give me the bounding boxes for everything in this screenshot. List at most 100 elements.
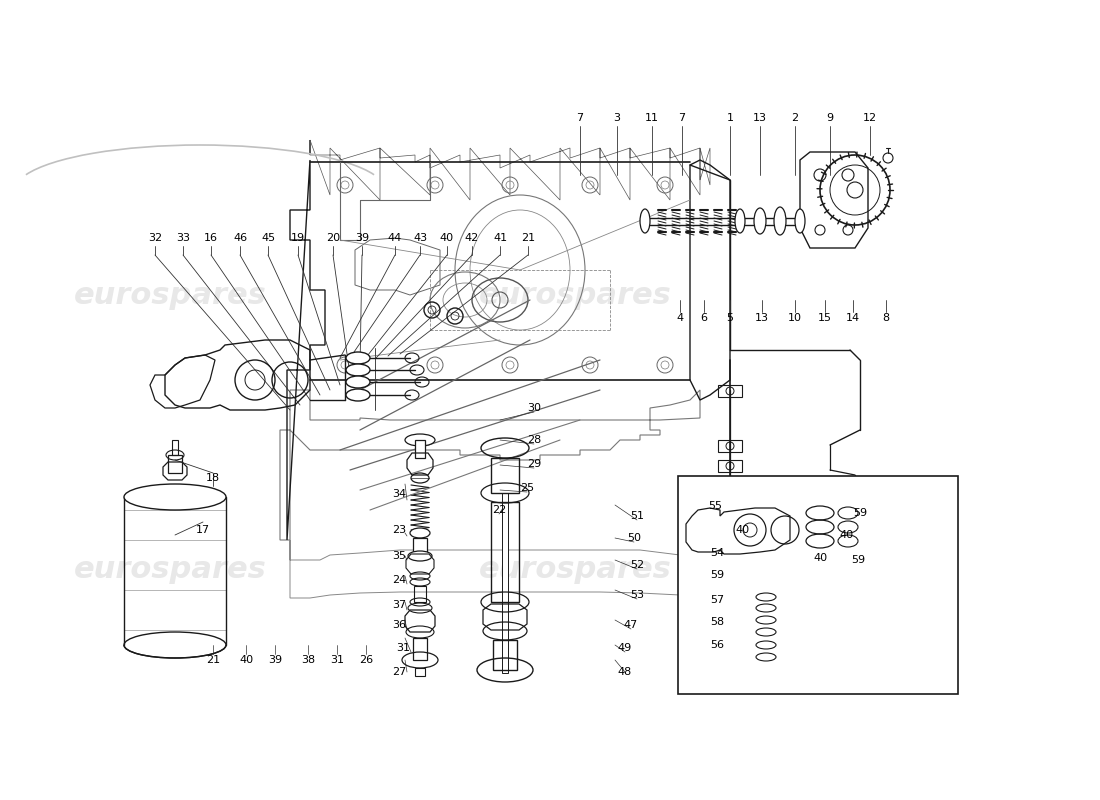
Text: 41: 41	[493, 233, 507, 243]
Text: 8: 8	[882, 313, 890, 323]
Text: 7: 7	[679, 113, 685, 123]
Text: 11: 11	[645, 113, 659, 123]
Text: 9: 9	[826, 113, 834, 123]
Text: 48: 48	[618, 667, 632, 677]
Text: 56: 56	[710, 640, 724, 650]
Bar	[678, 476, 958, 694]
Text: 57: 57	[710, 595, 724, 605]
Text: 5: 5	[726, 313, 734, 323]
Bar	[415, 668, 425, 676]
Text: 39: 39	[268, 655, 282, 665]
Text: 18: 18	[206, 473, 220, 483]
Bar	[718, 460, 743, 472]
Text: 10: 10	[788, 313, 802, 323]
Text: 16: 16	[204, 233, 218, 243]
Text: eurospares: eurospares	[478, 281, 671, 310]
Ellipse shape	[754, 208, 766, 234]
Text: 21: 21	[206, 655, 220, 665]
Text: 40: 40	[239, 655, 253, 665]
Text: 31: 31	[396, 643, 410, 653]
Bar	[412, 638, 427, 660]
Text: 37: 37	[392, 600, 406, 610]
Text: 46: 46	[233, 233, 248, 243]
Bar	[502, 493, 508, 673]
Text: 59: 59	[852, 508, 867, 518]
Text: 40: 40	[813, 553, 827, 563]
Text: 38: 38	[301, 655, 315, 665]
Text: 35: 35	[392, 551, 406, 561]
Text: 49: 49	[618, 643, 632, 653]
Text: 2: 2	[791, 113, 799, 123]
Text: eurospares: eurospares	[478, 555, 671, 585]
Text: 36: 36	[392, 620, 406, 630]
Text: 50: 50	[627, 533, 641, 543]
Text: eurospares: eurospares	[74, 555, 266, 585]
Text: 12: 12	[862, 113, 877, 123]
Text: 24: 24	[392, 575, 406, 585]
Text: 40: 40	[440, 233, 454, 243]
Text: 39: 39	[355, 233, 370, 243]
Text: 43: 43	[412, 233, 427, 243]
Ellipse shape	[346, 364, 370, 376]
Ellipse shape	[640, 209, 650, 233]
Text: 54: 54	[710, 548, 724, 558]
Text: 13: 13	[754, 113, 767, 123]
Text: 28: 28	[527, 435, 541, 445]
Bar	[415, 440, 425, 458]
Ellipse shape	[346, 389, 370, 401]
Text: 53: 53	[630, 590, 644, 600]
Text: 42: 42	[465, 233, 480, 243]
Bar	[172, 440, 178, 455]
Bar	[168, 455, 182, 473]
Text: 44: 44	[388, 233, 403, 243]
Text: 58: 58	[710, 617, 724, 627]
Text: 25: 25	[520, 483, 535, 493]
Text: 3: 3	[614, 113, 620, 123]
Bar	[718, 385, 743, 397]
Ellipse shape	[346, 376, 370, 388]
Ellipse shape	[735, 209, 745, 233]
Text: 52: 52	[630, 560, 645, 570]
Bar	[493, 640, 517, 670]
Text: 47: 47	[624, 620, 638, 630]
Bar	[491, 458, 519, 493]
Text: 26: 26	[359, 655, 373, 665]
Text: 27: 27	[392, 667, 406, 677]
Ellipse shape	[795, 209, 805, 233]
Text: 4: 4	[676, 313, 683, 323]
Text: 6: 6	[701, 313, 707, 323]
Bar	[414, 586, 426, 602]
Text: 23: 23	[392, 525, 406, 535]
Text: 31: 31	[330, 655, 344, 665]
Bar	[718, 440, 743, 452]
Text: 14: 14	[846, 313, 860, 323]
Text: 51: 51	[630, 511, 644, 521]
Text: 32: 32	[147, 233, 162, 243]
Text: 55: 55	[708, 501, 722, 511]
Ellipse shape	[346, 352, 370, 364]
Text: 59: 59	[710, 570, 724, 580]
Text: 22: 22	[492, 505, 506, 515]
Text: 13: 13	[755, 313, 769, 323]
Bar	[412, 538, 427, 556]
Text: eurospares: eurospares	[74, 281, 266, 310]
Bar	[491, 502, 519, 602]
Ellipse shape	[408, 551, 432, 561]
Ellipse shape	[124, 484, 226, 510]
Text: 59: 59	[851, 555, 865, 565]
Text: 30: 30	[527, 403, 541, 413]
Text: 21: 21	[521, 233, 535, 243]
Text: 17: 17	[196, 525, 210, 535]
Ellipse shape	[410, 528, 430, 538]
Text: 33: 33	[176, 233, 190, 243]
Ellipse shape	[774, 207, 786, 235]
Text: 7: 7	[576, 113, 584, 123]
Text: 45: 45	[261, 233, 275, 243]
Text: 1: 1	[726, 113, 734, 123]
Text: 19: 19	[290, 233, 305, 243]
Text: 40: 40	[840, 530, 854, 540]
Text: 20: 20	[326, 233, 340, 243]
Text: 15: 15	[818, 313, 832, 323]
Text: 29: 29	[527, 459, 541, 469]
Text: 34: 34	[392, 489, 406, 499]
